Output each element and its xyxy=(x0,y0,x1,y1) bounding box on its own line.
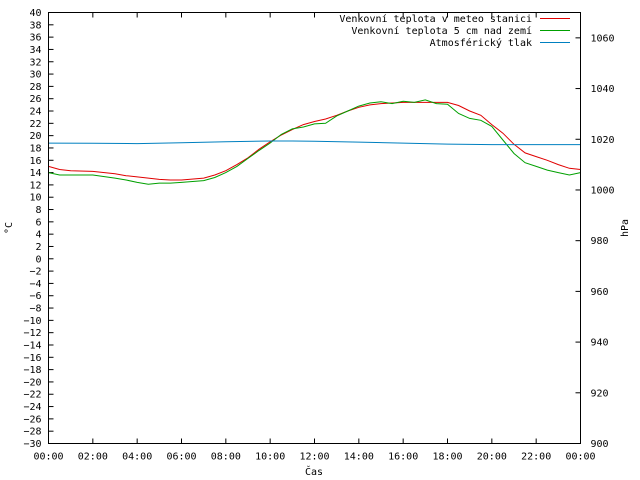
temperature-station-line xyxy=(48,101,581,181)
y-left-tick-label: 14 xyxy=(29,168,41,179)
y-left-tick-label: 34 xyxy=(29,45,41,56)
x-tick-label: 12:00 xyxy=(299,452,329,463)
y-left-tick-label: −22 xyxy=(23,390,41,401)
x-tick-label: 00:00 xyxy=(33,452,63,463)
y-left-tick-label: 18 xyxy=(29,143,41,154)
x-tick-label: 04:00 xyxy=(122,452,152,463)
y-left-tick-label: −16 xyxy=(23,353,41,364)
legend-entry-temperature-ground: Venkovní teplota 5 cm nad zemí xyxy=(351,25,532,37)
y-left-tick-label: 36 xyxy=(29,33,41,44)
y-left-tick-label: −2 xyxy=(29,267,41,278)
y-left-tick-label: 32 xyxy=(29,57,41,68)
x-tick-label: 02:00 xyxy=(78,452,108,463)
axes: 4038363432302826242220181614121086420−2−… xyxy=(23,8,614,463)
y-right-tick-label: 980 xyxy=(591,236,609,247)
y-left-tick-label: 10 xyxy=(29,193,41,204)
legend-entry-temperature-station: Venkovní teplota v meteo stanici xyxy=(339,13,532,25)
pressure-line xyxy=(48,140,581,146)
y-right-tick-label: 940 xyxy=(591,338,609,349)
y-left-tick-label: 20 xyxy=(29,131,41,142)
y-left-tick-label: −28 xyxy=(23,427,41,438)
y-left-tick-label: 2 xyxy=(35,242,41,253)
y-left-tick-label: −18 xyxy=(23,365,41,376)
y-axis-label-right: hPa xyxy=(620,219,631,237)
y-right-tick-label: 1020 xyxy=(591,135,615,146)
x-tick-label: 20:00 xyxy=(477,452,507,463)
y-right-tick-label: 1040 xyxy=(591,84,615,95)
y-left-tick-label: 12 xyxy=(29,180,41,191)
x-tick-label: 22:00 xyxy=(521,452,551,463)
y-left-tick-label: −10 xyxy=(23,316,41,327)
x-tick-label: 18:00 xyxy=(432,452,462,463)
y-left-tick-label: 6 xyxy=(35,217,41,228)
y-left-tick-label: 38 xyxy=(29,20,41,31)
x-tick-label: 14:00 xyxy=(344,452,374,463)
y-right-tick-label: 920 xyxy=(591,388,609,399)
y-left-tick-label: 28 xyxy=(29,82,41,93)
x-tick-label: 10:00 xyxy=(255,452,285,463)
y-left-tick-label: 26 xyxy=(29,94,41,105)
y-left-tick-label: 22 xyxy=(29,119,41,130)
y-left-tick-label: 0 xyxy=(35,254,41,265)
y-right-tick-label: 960 xyxy=(591,287,609,298)
y-left-tick-label: −14 xyxy=(23,340,41,351)
y-left-tick-label: 40 xyxy=(29,8,41,19)
x-tick-label: 06:00 xyxy=(166,452,196,463)
x-tick-label: 00:00 xyxy=(565,452,595,463)
y-left-tick-label: 4 xyxy=(35,230,41,241)
y-right-tick-label: 1000 xyxy=(591,185,615,196)
legend: Venkovní teplota v meteo staniciVenkovní… xyxy=(339,13,570,49)
y-left-tick-label: −4 xyxy=(29,279,41,290)
x-axis-label: Čas xyxy=(305,465,323,478)
y-left-tick-label: 30 xyxy=(29,70,41,81)
y-right-tick-label: 900 xyxy=(591,439,609,450)
y-right-tick-label: 1060 xyxy=(591,33,615,44)
y-left-tick-label: 24 xyxy=(29,107,41,118)
y-left-tick-label: −12 xyxy=(23,328,41,339)
x-tick-label: 08:00 xyxy=(211,452,241,463)
y-left-tick-label: −30 xyxy=(23,439,41,450)
legend-entry-pressure: Atmosférický tlak xyxy=(430,37,532,49)
x-tick-label: 16:00 xyxy=(388,452,418,463)
series-lines xyxy=(48,99,581,185)
y-axis-label-left: °C xyxy=(4,222,15,234)
plot-frame xyxy=(48,12,581,444)
y-left-tick-label: −6 xyxy=(29,291,41,302)
y-left-tick-label: −26 xyxy=(23,414,41,425)
temperature-ground-line xyxy=(48,99,581,185)
y-left-tick-label: 16 xyxy=(29,156,41,167)
y-left-tick-label: −24 xyxy=(23,402,41,413)
y-left-tick-label: −8 xyxy=(29,304,41,315)
y-left-tick-label: −20 xyxy=(23,377,41,388)
y-left-tick-label: 8 xyxy=(35,205,41,216)
